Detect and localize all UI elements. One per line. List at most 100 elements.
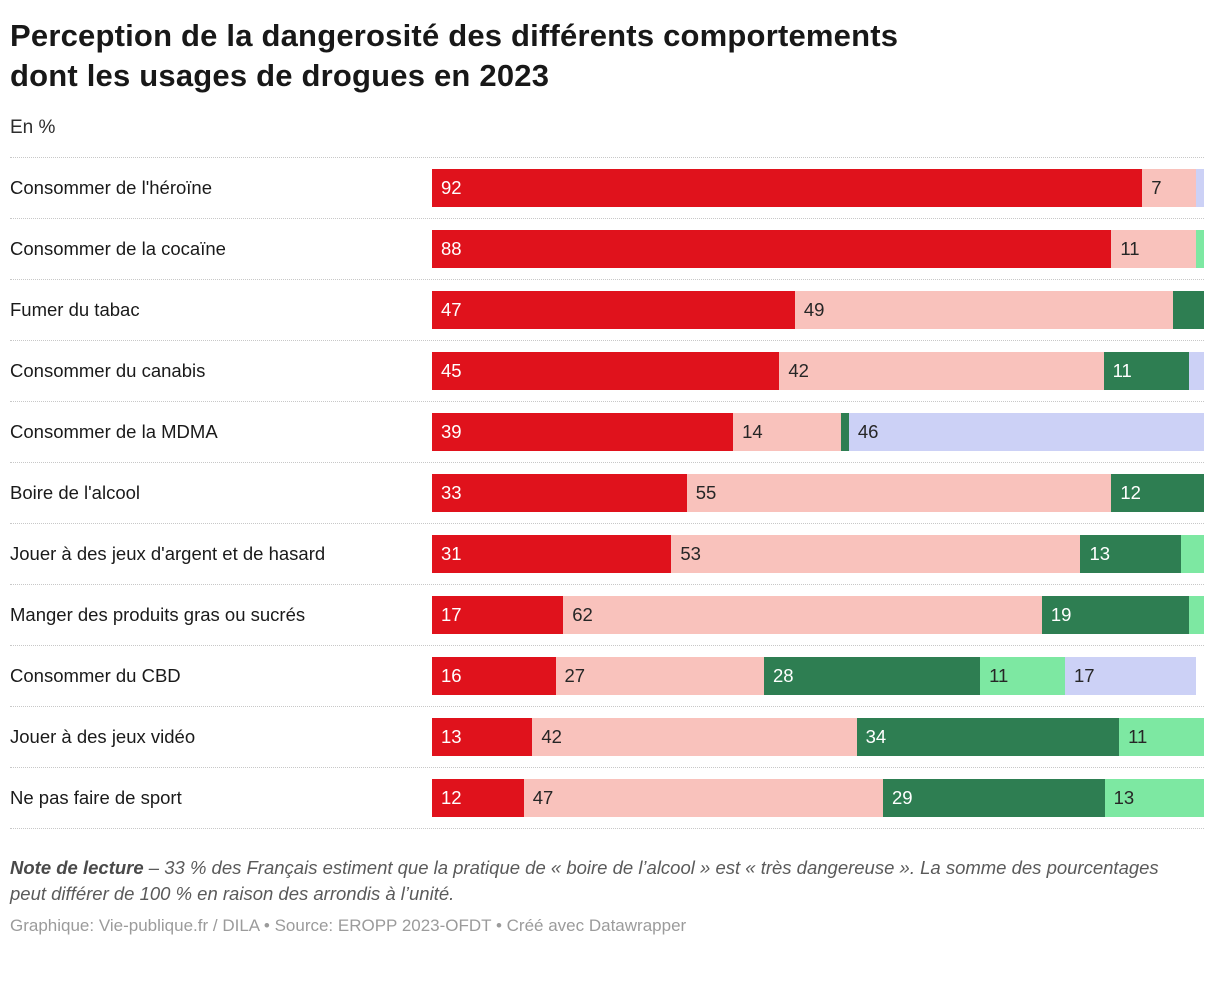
segment-value-label: 49 bbox=[803, 298, 825, 320]
stacked-bar: 16 27 28 11 17 bbox=[432, 656, 1204, 695]
page: Perception de la dangerosité des différe… bbox=[10, 18, 1205, 935]
bar-segment-light-green[interactable]: 11 bbox=[980, 656, 1066, 695]
bar-segment-red[interactable]: 88 bbox=[432, 229, 1112, 268]
segment-value-label: 12 bbox=[1120, 481, 1141, 503]
segment-value-label: 42 bbox=[541, 725, 562, 747]
bar-segment-pink[interactable]: 62 bbox=[563, 595, 1042, 634]
chart-row: Fumer du tabac 47 49 bbox=[10, 278, 1204, 340]
note-label: Note de lecture bbox=[10, 856, 144, 878]
stacked-bar: 33 55 12 bbox=[432, 473, 1204, 512]
stacked-bar: 31 53 13 bbox=[432, 534, 1204, 573]
chart-row: Consommer de la cocaïne 88 11 bbox=[10, 217, 1204, 279]
chart-row: Consommer de la MDMA 39 14 46 bbox=[10, 400, 1204, 462]
bar-segment-pink[interactable]: 14 bbox=[733, 412, 842, 451]
chart-row: Jouer à des jeux vidéo 13 42 34 11 bbox=[10, 705, 1204, 767]
bar-segment-pink[interactable]: 42 bbox=[779, 351, 1104, 390]
row-label: Ne pas faire de sport bbox=[10, 786, 182, 808]
bar-segment-red[interactable]: 39 bbox=[432, 412, 734, 451]
segment-value-label: 7 bbox=[1151, 176, 1162, 198]
bar-segment-dark-green[interactable]: 13 bbox=[1080, 534, 1181, 573]
bar-segment-red[interactable]: 92 bbox=[432, 168, 1143, 207]
bar-segment-pink[interactable]: 7 bbox=[1142, 168, 1197, 207]
bar-segment-dark-green[interactable]: 29 bbox=[882, 778, 1105, 817]
chart-unit-label: En % bbox=[10, 116, 56, 138]
segment-value-label: 11 bbox=[1112, 359, 1132, 381]
segment-value-label: 29 bbox=[891, 786, 913, 808]
stacked-bar-chart: Consommer de l'héroïne 92 7 Consommer de la… bbox=[10, 156, 1205, 829]
row-label: Consommer de l'héroïne bbox=[10, 176, 212, 198]
bar-segment-light-green[interactable] bbox=[1180, 534, 1204, 573]
segment-value-label: 17 bbox=[1074, 664, 1095, 686]
segment-value-label: 39 bbox=[441, 420, 462, 442]
stacked-bar: 17 62 19 bbox=[432, 595, 1204, 634]
bar-segment-lavender[interactable]: 17 bbox=[1065, 656, 1197, 695]
row-label: Boire de l'alcool bbox=[10, 481, 141, 503]
segment-value-label: 47 bbox=[532, 786, 554, 808]
bar-segment-red[interactable]: 31 bbox=[432, 534, 672, 573]
segment-value-label: 62 bbox=[572, 603, 593, 625]
segment-value-label: 13 bbox=[441, 725, 462, 747]
bar-segment-dark-green[interactable]: 34 bbox=[856, 717, 1120, 756]
segment-value-label: 11 bbox=[1120, 237, 1140, 259]
row-label: Manger des produits gras ou sucrés bbox=[10, 603, 306, 625]
segment-value-label: 33 bbox=[441, 481, 462, 503]
bar-segment-light-green[interactable]: 11 bbox=[1119, 717, 1204, 756]
bar-segment-dark-green[interactable]: 28 bbox=[763, 656, 981, 695]
segment-value-label: 31 bbox=[441, 542, 462, 564]
bar-segment-lavender[interactable] bbox=[1188, 351, 1204, 390]
chart-row: Jouer à des jeux d'argent et de hasard 31… bbox=[10, 522, 1204, 584]
bar-segment-pink[interactable]: 49 bbox=[794, 290, 1174, 329]
chart-row: Boire de l'alcool 33 55 12 bbox=[10, 461, 1204, 523]
bar-segment-light-green[interactable]: 13 bbox=[1104, 778, 1205, 817]
segment-value-label: 13 bbox=[1113, 786, 1135, 808]
bar-segment-red[interactable]: 47 bbox=[432, 290, 795, 329]
segment-value-label: 19 bbox=[1050, 603, 1072, 625]
bar-segment-pink[interactable]: 11 bbox=[1111, 229, 1197, 268]
stacked-bar: 45 42 11 bbox=[432, 351, 1204, 390]
bar-segment-red[interactable]: 12 bbox=[432, 778, 524, 817]
segment-value-label: 47 bbox=[441, 298, 462, 320]
bar-segment-red[interactable]: 16 bbox=[432, 656, 556, 695]
bar-segment-red[interactable]: 45 bbox=[432, 351, 780, 390]
bar-segment-light-green[interactable] bbox=[1196, 229, 1204, 268]
bar-segment-light-green[interactable] bbox=[1188, 595, 1204, 634]
row-label: Jouer à des jeux d'argent et de hasard bbox=[10, 542, 326, 564]
segment-value-label: 46 bbox=[857, 420, 879, 442]
stacked-bar: 47 49 bbox=[432, 290, 1204, 329]
segment-value-label: 42 bbox=[788, 359, 809, 381]
stacked-bar: 13 42 34 11 bbox=[432, 717, 1204, 756]
bar-segment-dark-green[interactable] bbox=[841, 412, 849, 451]
bar-segment-pink[interactable]: 53 bbox=[671, 534, 1081, 573]
stacked-bar: 88 11 bbox=[432, 229, 1204, 268]
bar-segment-lavender[interactable] bbox=[1196, 168, 1204, 207]
segment-value-label: 11 bbox=[989, 664, 1009, 686]
segment-value-label: 12 bbox=[441, 786, 462, 808]
segment-value-label: 53 bbox=[680, 542, 701, 564]
bar-segment-dark-green[interactable]: 11 bbox=[1103, 351, 1189, 390]
stacked-bar: 92 7 bbox=[432, 168, 1204, 207]
note-text: – 33 % des Français estiment que la prat… bbox=[10, 856, 1159, 905]
segment-value-label: 88 bbox=[441, 237, 462, 259]
bar-segment-pink[interactable]: 55 bbox=[686, 473, 1112, 512]
segment-value-label: 13 bbox=[1089, 542, 1111, 564]
bar-segment-lavender[interactable]: 46 bbox=[848, 412, 1204, 451]
segment-value-label: 28 bbox=[772, 664, 794, 686]
chart-row: Ne pas faire de sport 12 47 29 13 bbox=[10, 766, 1205, 828]
bar-segment-pink[interactable]: 47 bbox=[523, 778, 883, 817]
segment-value-label: 45 bbox=[441, 359, 462, 381]
chart-row: Manger des produits gras ou sucrés 17 62 19 bbox=[10, 583, 1204, 645]
bar-segment-dark-green[interactable] bbox=[1173, 290, 1204, 329]
bar-segment-dark-green[interactable]: 19 bbox=[1041, 595, 1189, 634]
bar-segment-pink[interactable]: 27 bbox=[555, 656, 764, 695]
bar-segment-pink[interactable]: 42 bbox=[532, 717, 857, 756]
bar-segment-red[interactable]: 13 bbox=[432, 717, 533, 756]
bar-segment-dark-green[interactable]: 12 bbox=[1111, 473, 1204, 512]
stacked-bar: 12 47 29 13 bbox=[432, 778, 1205, 817]
chart-row: Consommer du CBD 16 27 28 11 17 bbox=[10, 644, 1204, 706]
row-label: Consommer du CBD bbox=[10, 664, 181, 686]
bar-segment-red[interactable]: 17 bbox=[432, 595, 564, 634]
stacked-bar: 39 14 46 bbox=[432, 412, 1204, 451]
row-label: Consommer de la cocaïne bbox=[10, 237, 226, 259]
title-line-1: Perception de la dangerosité des différe… bbox=[10, 18, 899, 53]
bar-segment-red[interactable]: 33 bbox=[432, 473, 687, 512]
